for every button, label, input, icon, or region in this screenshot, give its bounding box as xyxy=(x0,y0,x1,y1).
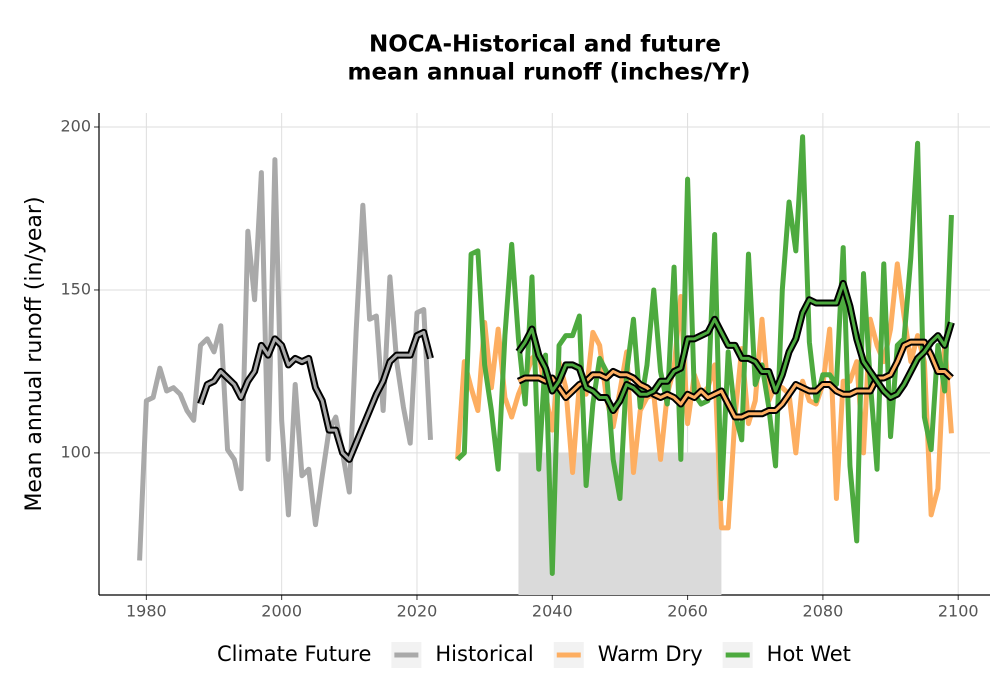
rolling-mean-line xyxy=(517,340,953,419)
x-tick-label: 2080 xyxy=(803,602,844,621)
x-tick-label: 2000 xyxy=(261,602,302,621)
legend-label: Hot Wet xyxy=(767,642,851,666)
chart-title: NOCA-Historical and future xyxy=(369,32,721,58)
legend-label: Historical xyxy=(435,642,533,666)
x-tick-label: 2020 xyxy=(397,602,438,621)
x-tick-label: 2040 xyxy=(532,602,573,621)
x-tick-label: 1980 xyxy=(126,602,167,621)
plot-area xyxy=(137,134,955,595)
legend-label: Warm Dry xyxy=(598,642,703,666)
y-tick-label: 150 xyxy=(60,279,91,298)
legend-title: Climate Future xyxy=(217,642,371,666)
y-tick-label: 100 xyxy=(60,442,91,461)
x-tick-label: 2100 xyxy=(938,602,979,621)
y-tick-label: 200 xyxy=(60,117,91,136)
series-line xyxy=(137,157,433,561)
legend: Climate Future Historical Warm Dry Hot Wet xyxy=(217,642,851,668)
y-axis-title: Mean annual runoff (in/year) xyxy=(22,196,47,511)
series-line xyxy=(455,134,954,576)
x-tick-label: 2060 xyxy=(667,602,708,621)
rolling-mean-line xyxy=(517,281,953,413)
rolling-mean-line xyxy=(199,330,432,461)
chart-title: mean annual runoff (inches/Yr) xyxy=(347,60,750,86)
